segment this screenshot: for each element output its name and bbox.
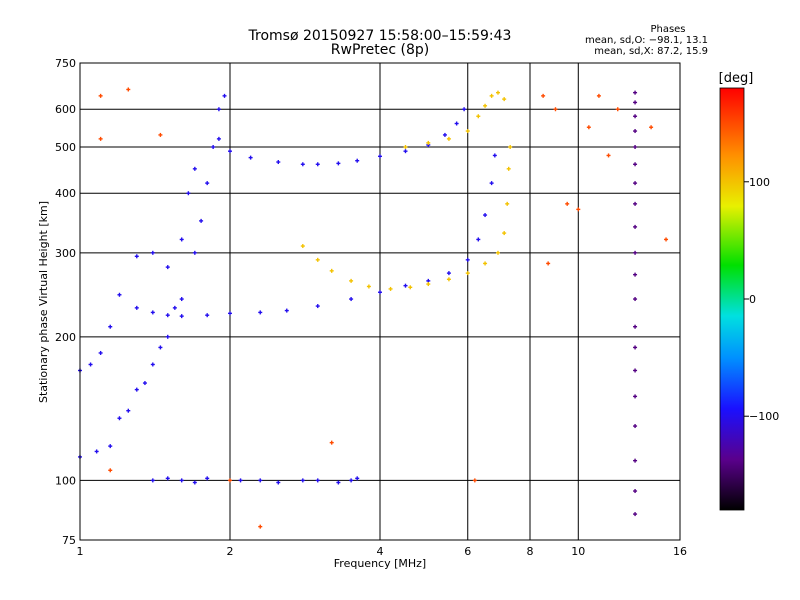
x-axis-label: Frequency [MHz] xyxy=(334,557,426,570)
colorbar-ticks: 100 0 −100 xyxy=(744,176,779,423)
y-tick-label: 200 xyxy=(55,331,76,344)
x-axis-ticks: 1 2 4 6 8 10 16 xyxy=(77,545,688,558)
series-0 xyxy=(117,153,497,319)
y-tick-label: 300 xyxy=(55,247,76,260)
chart-title-line1: Tromsø 20150927 15:58:00–15:59:43 xyxy=(248,28,512,44)
x-tick-label: 1 xyxy=(77,545,84,558)
y-tick-label: 100 xyxy=(55,474,76,487)
chart-title-line2: RwPretec (8p) xyxy=(331,42,429,58)
x-tick-label: 2 xyxy=(227,545,234,558)
series-7 xyxy=(98,87,669,529)
x-tick-label: 16 xyxy=(673,545,687,558)
y-axis-label: Stationary phase Virtual Height [km] xyxy=(37,201,50,403)
plot-frame xyxy=(79,62,681,541)
y-tick-label: 400 xyxy=(55,187,76,200)
stats-o-line: mean, sd,O: −98.1, 13.1 xyxy=(585,35,708,46)
colorbar-unit-label: [deg] xyxy=(719,71,754,86)
y-tick-label: 750 xyxy=(55,57,76,70)
series-6 xyxy=(633,90,638,517)
colorbar-tick-label: 100 xyxy=(749,176,770,189)
colorbar xyxy=(719,87,745,511)
x-tick-label: 4 xyxy=(377,545,384,558)
colorbar-tick-label: 0 xyxy=(749,293,756,306)
y-axis-ticks: 75 100 200 300 400 500 600 750 xyxy=(55,57,76,547)
colorbar-tick-label: −100 xyxy=(749,410,779,423)
stats-x-line: mean, sd,X: 87.2, 15.9 xyxy=(594,46,708,57)
y-tick-label: 500 xyxy=(55,141,76,154)
x-tick-label: 10 xyxy=(571,545,585,558)
series-2 xyxy=(78,93,227,459)
y-tick-label: 75 xyxy=(62,534,76,547)
x-tick-label: 8 xyxy=(527,545,534,558)
series-5 xyxy=(403,90,507,149)
stats-heading: Phases xyxy=(650,24,685,35)
series-4 xyxy=(300,144,513,291)
x-tick-label: 6 xyxy=(464,545,471,558)
y-tick-label: 600 xyxy=(55,103,76,116)
data-points xyxy=(78,87,669,529)
series-3 xyxy=(150,476,360,485)
